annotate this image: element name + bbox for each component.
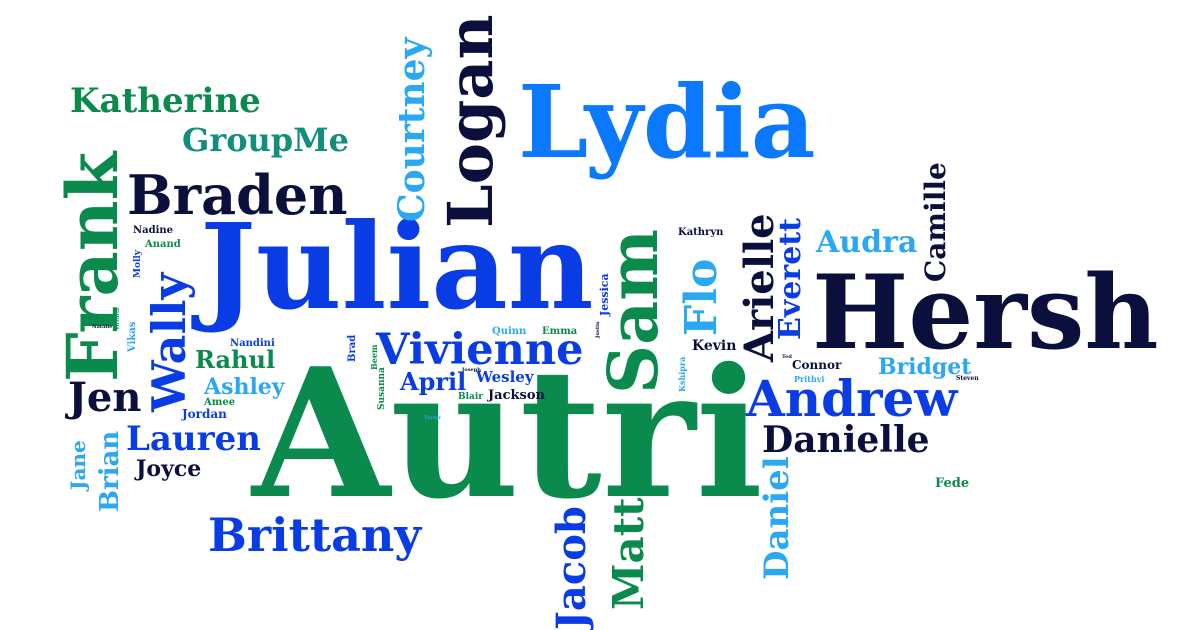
- word-joseph: Joseph: [462, 367, 481, 373]
- word-amee: Amee: [204, 397, 236, 408]
- word-ashley: Ashley: [204, 374, 285, 400]
- word-justin: Justin: [595, 321, 601, 338]
- word-nadine: Nadine: [133, 225, 174, 236]
- word-danielle: Danielle: [762, 419, 930, 461]
- word-connor: Connor: [792, 358, 842, 372]
- word-emma: Emma: [542, 326, 578, 337]
- word-nandini: Nandini: [230, 338, 275, 349]
- word-jessica: Jessica: [598, 273, 611, 316]
- word-bridget: Bridget: [878, 354, 972, 380]
- word-april: April: [400, 367, 467, 396]
- word-molly: Molly: [133, 249, 143, 278]
- word-hersh: Hersh: [812, 253, 1159, 373]
- word-joyce: Joyce: [136, 456, 202, 482]
- word-braden: Braden: [127, 163, 348, 227]
- word-groupme: GroupMe: [182, 121, 349, 159]
- word-steven: Steven: [956, 375, 979, 382]
- word-jane: Jane: [66, 440, 90, 490]
- word-everett: Everett: [773, 218, 808, 340]
- word-daniel: Daniel: [757, 456, 797, 580]
- word-fede: Fede: [935, 476, 970, 491]
- word-jackson: Jackson: [488, 388, 545, 403]
- word-flo: Flo: [676, 258, 727, 336]
- word-autri: Autri: [252, 329, 764, 538]
- word-courtney: Courtney: [391, 37, 433, 222]
- word-susanna: Susanna: [377, 367, 387, 410]
- word-wally: Wally: [142, 272, 196, 412]
- word-quinn: Quinn: [492, 326, 527, 337]
- word-ted: Ted: [782, 354, 792, 360]
- word-brad: Brad: [347, 334, 358, 362]
- word-vivienne: Vivienne: [376, 325, 584, 375]
- word-wesley: Wesley: [476, 368, 534, 386]
- word-kshipra: Kshipra: [677, 356, 687, 392]
- word-anand: Anand: [145, 239, 181, 250]
- word-logan: Logan: [434, 14, 507, 228]
- word-jacob: Jacob: [548, 506, 595, 630]
- word-jen: Jen: [68, 374, 142, 421]
- word-kevin: Kevin: [692, 338, 737, 354]
- word-kathryn: Kathryn: [678, 227, 724, 238]
- word-rahul: Rahul: [195, 345, 276, 374]
- word-vikas: Vikas: [127, 321, 138, 352]
- word-katherine: Katherine: [70, 81, 261, 121]
- word-julian: Julian: [200, 197, 594, 336]
- word-frank: Frank: [51, 151, 134, 382]
- word-brian: Brian: [95, 430, 125, 512]
- word-lydia: Lydia: [518, 63, 816, 181]
- word-taylor: Taylor: [424, 415, 442, 421]
- word-prithvi: Prithvi: [794, 374, 825, 384]
- word-lauren: Lauren: [126, 419, 261, 459]
- word-jordan: Jordan: [182, 407, 227, 421]
- word-blair: Blair: [458, 392, 484, 402]
- word-natalie: Natalie: [92, 324, 113, 330]
- word-brittany: Brittany: [208, 508, 422, 562]
- word-victoria: Victoria: [115, 307, 121, 330]
- word-andrew: Andrew: [746, 369, 958, 428]
- word-camille: Camille: [919, 162, 952, 282]
- word-matt: Matt: [604, 497, 653, 610]
- word-audra: Audra: [816, 225, 918, 260]
